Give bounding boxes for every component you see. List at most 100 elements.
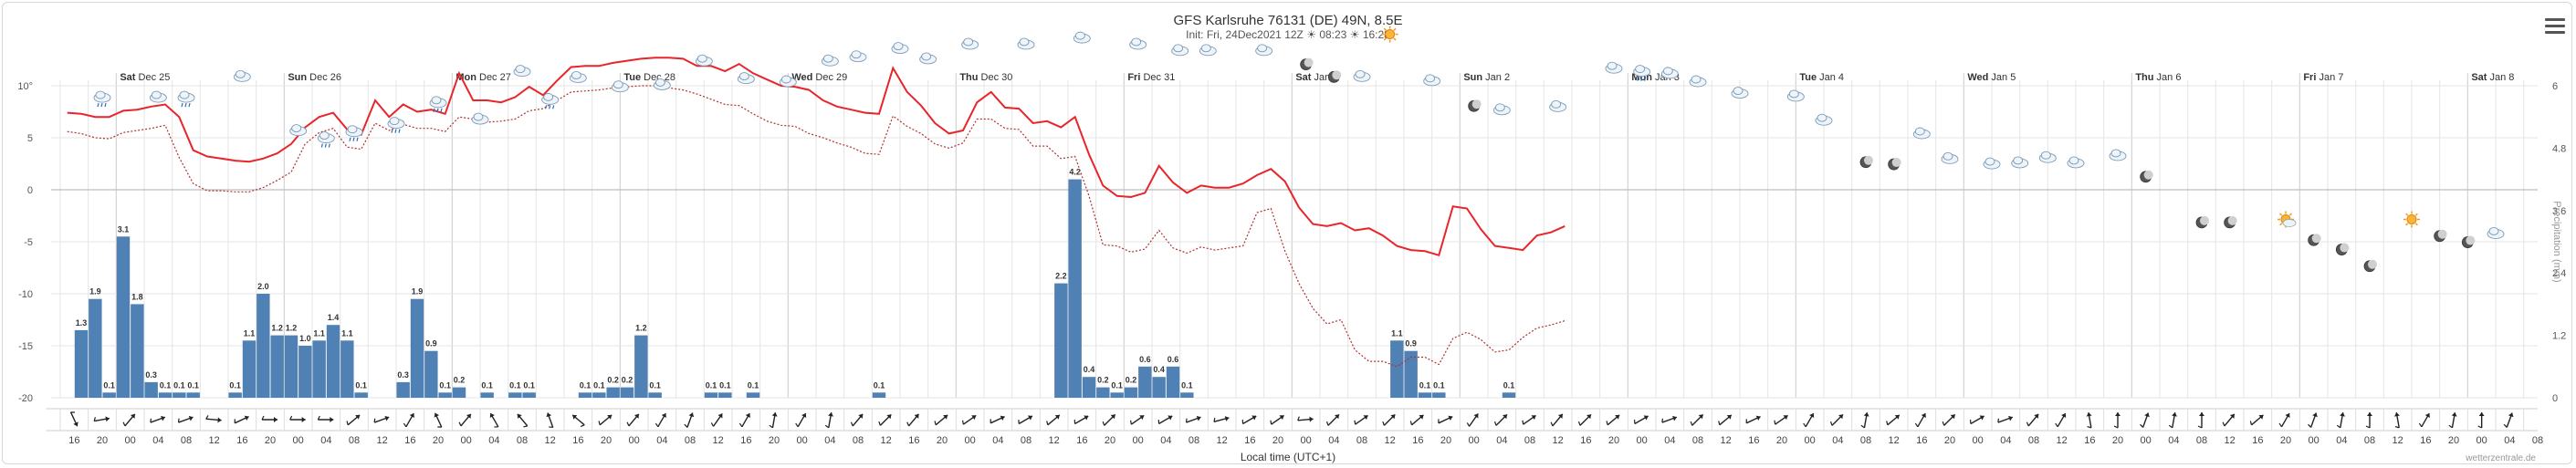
- precip-bar-label: 0.1: [748, 380, 759, 390]
- wind-arrow-icon: [289, 415, 306, 422]
- cloud-puff: [738, 72, 749, 81]
- wind-arrow-barb: [177, 418, 180, 423]
- precip-bar-label: 0.9: [1405, 339, 1417, 348]
- hour-tick-label: 00: [965, 435, 976, 446]
- wind-arrow-head: [105, 416, 110, 422]
- wind-arrow-barb: [934, 421, 937, 425]
- wind-arrow-barb: [1606, 421, 1608, 425]
- rain-drop: [320, 143, 323, 148]
- wind-arrow-icon: [2278, 412, 2290, 428]
- moon-icon: [1859, 155, 1873, 169]
- hour-tick-label: 16: [908, 435, 919, 446]
- wind-arrow-head: [2394, 412, 2400, 417]
- precip-bar: [340, 340, 354, 398]
- cloud-icon: [1129, 37, 1147, 50]
- precip-bar: [1418, 392, 1432, 398]
- wind-arrow-head: [1309, 416, 1314, 422]
- wind-arrow-barb: [1829, 421, 1833, 426]
- wind-arrow-barb: [795, 422, 799, 428]
- sun-ray: [2414, 223, 2418, 226]
- hour-tick-label: 16: [1748, 435, 1759, 446]
- wind-arrow-icon: [1829, 413, 1844, 426]
- day-label: Sun Dec 26: [288, 72, 341, 83]
- precip-bar: [704, 392, 718, 398]
- hour-tick-label: 20: [97, 435, 108, 446]
- moon-icon: [2434, 229, 2447, 243]
- precip-bar: [1096, 387, 1110, 398]
- cloud-icon: [1423, 74, 1441, 87]
- precip-bar-label: 0.1: [1111, 380, 1123, 390]
- wind-arrow-icon: [2140, 412, 2150, 428]
- hour-tick-label: 20: [2280, 435, 2291, 446]
- precip-bar-label: 4.2: [1069, 168, 1081, 177]
- wind-arrow-icon: [93, 416, 110, 422]
- hour-tick-label: 20: [1105, 435, 1115, 446]
- wind-arrow-barb: [403, 422, 407, 428]
- hour-tick-label: 20: [937, 435, 948, 446]
- rain-cloud-icon: [93, 90, 111, 108]
- wind-arrow-head: [1168, 415, 1173, 421]
- precip-bar-label: 0.2: [622, 376, 634, 385]
- cloud-puff: [543, 92, 554, 101]
- wind-arrow-head: [409, 413, 414, 419]
- moon-icon: [2335, 243, 2350, 255]
- wind-arrow-head: [2144, 412, 2150, 418]
- wind-arrow-barb: [1325, 421, 1329, 426]
- wind-arrow-icon: [150, 415, 166, 423]
- hamburger-menu-icon[interactable]: [2545, 18, 2565, 34]
- left-axis-tick: 0: [27, 185, 33, 196]
- wind-arrow-icon: [1522, 414, 1536, 425]
- hour-tick-label: 16: [2252, 435, 2263, 446]
- wind-arrow-head: [688, 412, 695, 418]
- wind-arrow-head: [801, 413, 807, 419]
- wind-arrow-head: [2061, 413, 2067, 419]
- wind-arrow-head: [1503, 414, 1507, 420]
- precip-bar: [452, 387, 466, 398]
- cloud-icon: [2067, 156, 2085, 169]
- rain-drop: [184, 102, 187, 108]
- wind-arrow-head: [745, 413, 750, 419]
- precip-bar-label: 0.2: [454, 376, 466, 385]
- wind-arrow-head: [971, 415, 977, 421]
- precip-bar-label: 0.1: [719, 380, 731, 390]
- wind-arrow-icon: [710, 413, 723, 427]
- wind-arrow-barb: [1634, 419, 1636, 424]
- cloud-puff: [1074, 31, 1085, 40]
- wind-arrow-barb: [1185, 418, 1188, 423]
- hour-tick-label: 04: [2504, 435, 2515, 446]
- moon-icon: [1300, 57, 1314, 71]
- moon-icon: [2363, 259, 2377, 273]
- hour-tick-label: 16: [740, 435, 751, 446]
- wind-arrow-head: [572, 414, 578, 420]
- sun-icon: [2403, 211, 2420, 228]
- wind-arrow-barb: [654, 422, 659, 428]
- precip-bar-label: 0.2: [1097, 376, 1109, 385]
- wind-arrow-icon: [205, 415, 222, 423]
- rain-drop: [328, 143, 330, 148]
- hour-tick-label: 12: [2057, 435, 2068, 446]
- wind-arrow-head: [1783, 415, 1788, 421]
- cloud-icon: [2011, 156, 2029, 169]
- dewpoint-line: [67, 85, 1565, 368]
- day-label: Sat Dec 25: [120, 72, 170, 83]
- cloud-puff: [654, 78, 665, 87]
- sun-ray: [2405, 213, 2409, 216]
- wind-arrow-barb: [1914, 422, 1919, 428]
- moon-shade: [2311, 234, 2321, 244]
- cloud-puff: [1635, 65, 1646, 74]
- wind-arrow-icon: [906, 413, 920, 427]
- cloud-icon: [891, 42, 909, 54]
- wind-arrow-icon: [2336, 411, 2345, 429]
- wind-arrow-barb: [523, 425, 528, 428]
- wind-arrow-head: [1698, 414, 1703, 420]
- sunrise-time: 08:23: [1319, 28, 1347, 41]
- hour-tick-label: 08: [1021, 435, 1031, 446]
- right-axis-tick: 1.2: [2552, 331, 2566, 342]
- wind-arrow-barb: [1718, 421, 1721, 425]
- hour-tick-label: 20: [1608, 435, 1619, 446]
- hour-tick-label: 04: [2000, 435, 2011, 446]
- precip-bar: [1390, 340, 1404, 398]
- wind-arrow-head: [1084, 415, 1089, 421]
- precip-bar: [718, 392, 732, 398]
- wind-arrow-head: [466, 413, 471, 419]
